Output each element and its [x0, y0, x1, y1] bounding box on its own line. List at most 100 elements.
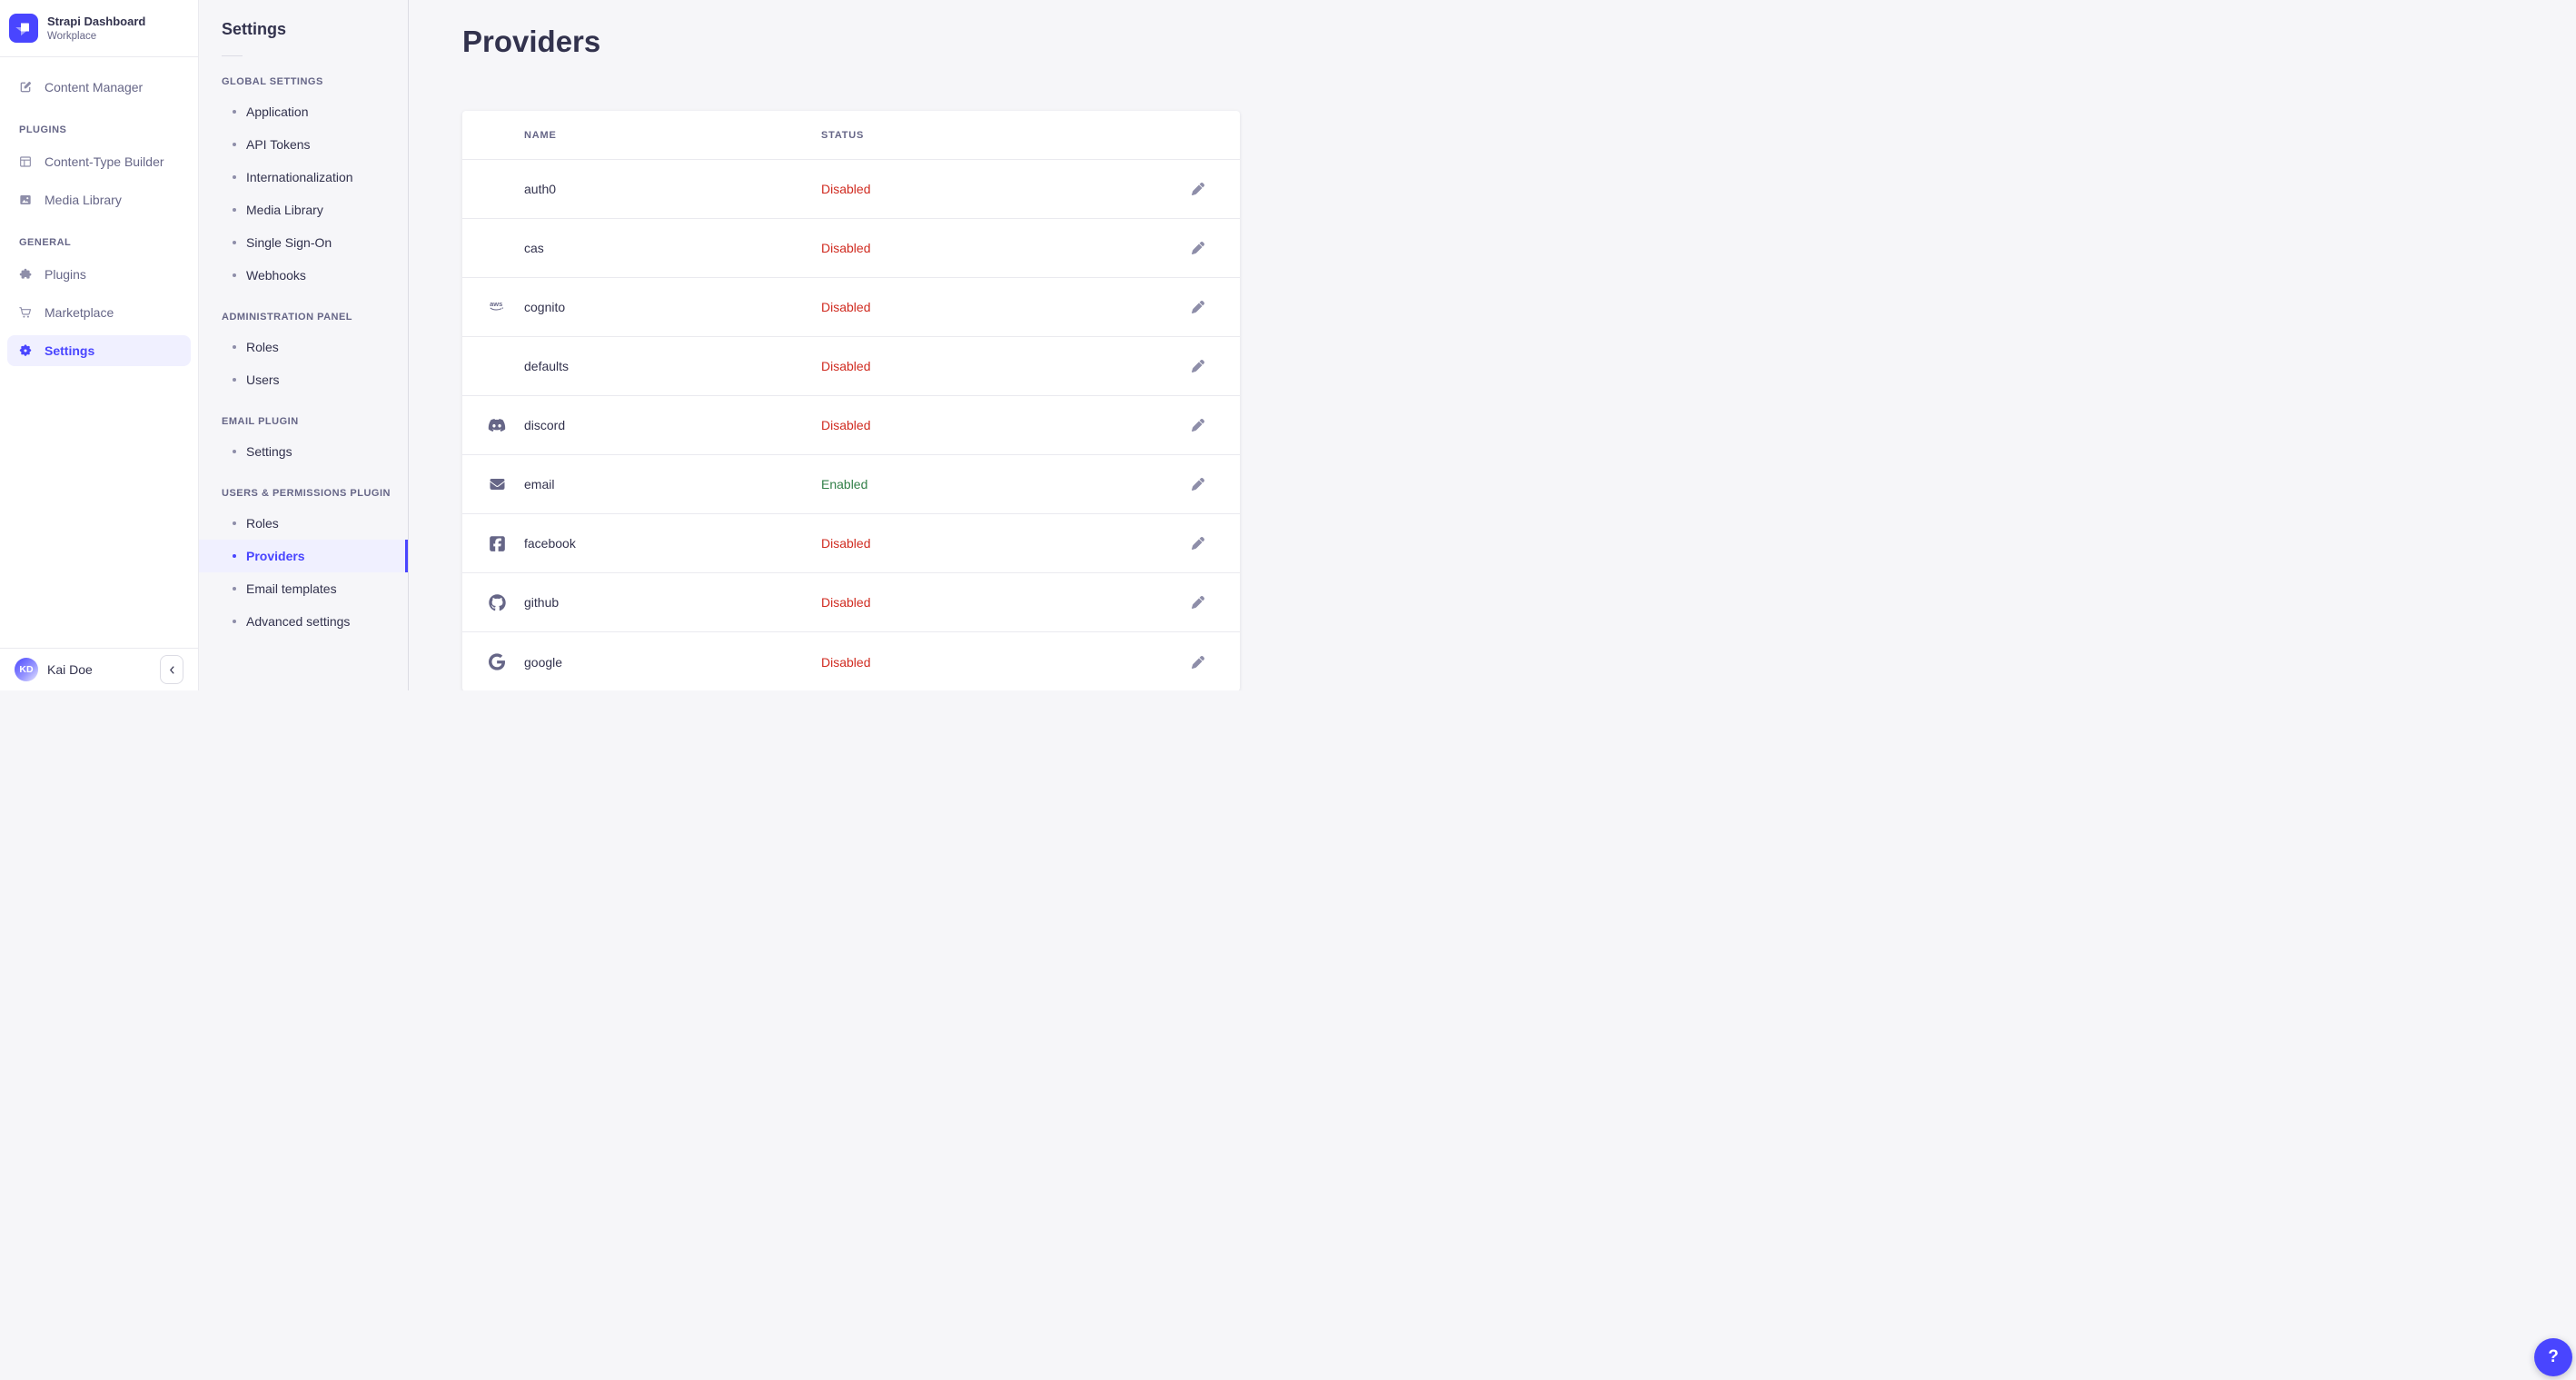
subnav-item-api-tokens[interactable]: API Tokens	[199, 128, 408, 161]
content-manager-icon	[18, 80, 33, 94]
bullet-icon	[233, 110, 236, 114]
provider-name: discord	[524, 418, 566, 432]
status-badge: Disabled	[821, 654, 871, 670]
subnav-item-email-templates[interactable]: Email templates	[199, 572, 408, 605]
status-badge: Disabled	[821, 182, 871, 196]
github-icon	[488, 593, 506, 611]
sidebar-item-media-library[interactable]: Media Library	[7, 184, 191, 215]
content-type-builder-icon	[18, 154, 33, 169]
subnav-item-label: Internationalization	[246, 170, 353, 184]
sidebar-item-label: Content-Type Builder	[45, 154, 164, 169]
sidebar-item-label: Marketplace	[45, 305, 114, 320]
bullet-icon	[233, 587, 236, 591]
edit-provider-button[interactable]	[1185, 353, 1211, 379]
table-row: facebook Disabled	[462, 514, 1240, 573]
subnav-item-label: API Tokens	[246, 137, 311, 152]
settings-subnav: Settings GLOBAL SETTINGS Application API…	[199, 0, 409, 690]
bullet-icon	[233, 450, 236, 453]
subnav-item-internationalization[interactable]: Internationalization	[199, 161, 408, 194]
subnav-item-label: Media Library	[246, 203, 323, 217]
pencil-icon	[1192, 242, 1204, 254]
subnav-item-providers[interactable]: Providers	[199, 540, 408, 572]
pencil-icon	[1192, 596, 1204, 609]
aws-icon: aws	[488, 298, 506, 316]
subnav-item-label: Application	[246, 104, 309, 119]
provider-name: defaults	[524, 359, 570, 373]
table-row: cas Disabled	[462, 219, 1240, 278]
provider-name-cell: email	[488, 475, 821, 493]
avatar[interactable]: KD	[15, 658, 38, 681]
table-header: NAME STATUS	[462, 111, 1240, 160]
provider-name: email	[524, 477, 555, 491]
main-sidebar: Strapi Dashboard Workplace Content Manag…	[0, 0, 199, 690]
subnav-item-admin-users[interactable]: Users	[199, 363, 408, 396]
provider-name-cell: cas	[488, 239, 821, 257]
subnav-item-label: Users	[246, 372, 280, 387]
sidebar-item-plugins[interactable]: Plugins	[7, 259, 191, 290]
provider-name-cell: defaults	[488, 357, 821, 375]
subnav-item-media-library[interactable]: Media Library	[199, 194, 408, 226]
page-title: Providers	[462, 25, 601, 58]
subnav-item-webhooks[interactable]: Webhooks	[199, 259, 408, 292]
bullet-icon	[233, 143, 236, 146]
subnav-item-email-settings[interactable]: Settings	[199, 435, 408, 468]
sidebar-item-label: Plugins	[45, 267, 86, 282]
help-button[interactable]: ?	[2534, 1338, 2572, 1376]
provider-name: github	[524, 595, 560, 610]
no-icon	[488, 180, 506, 198]
subnav-item-label: Roles	[246, 516, 279, 531]
sidebar-nav: Content Manager PLUGINS Content-Type Bui…	[0, 57, 198, 648]
sidebar-section-general: GENERAL	[19, 237, 72, 248]
bullet-icon	[233, 554, 236, 558]
subnav-item-single-sign-on[interactable]: Single Sign-On	[199, 226, 408, 259]
sidebar-item-marketplace[interactable]: Marketplace	[7, 297, 191, 328]
edit-provider-button[interactable]	[1185, 235, 1211, 261]
collapse-sidebar-button[interactable]	[160, 655, 183, 684]
pencil-icon	[1192, 478, 1204, 491]
subnav-item-label: Webhooks	[246, 268, 306, 283]
subnav-title: Settings	[222, 20, 287, 38]
sidebar-item-settings[interactable]: Settings	[7, 335, 191, 366]
media-library-icon	[18, 193, 33, 207]
subnav-item-application[interactable]: Application	[199, 95, 408, 128]
pencil-icon	[1192, 655, 1204, 669]
subnav-item-label: Single Sign-On	[246, 235, 332, 250]
subnav-item-label: Roles	[246, 340, 279, 354]
subnav-item-up-roles[interactable]: Roles	[199, 507, 408, 540]
edit-provider-button[interactable]	[1185, 650, 1211, 675]
subnav-item-advanced-settings[interactable]: Advanced settings	[199, 605, 408, 638]
provider-name-cell: auth0	[488, 180, 821, 198]
provider-name: facebook	[524, 536, 576, 551]
edit-provider-button[interactable]	[1185, 531, 1211, 556]
bullet-icon	[233, 241, 236, 244]
status-badge: Enabled	[821, 477, 868, 491]
puzzle-icon	[18, 267, 33, 282]
subnav-section-users-permissions-plugin: USERS & PERMISSIONS PLUGIN Roles Provide…	[199, 488, 408, 638]
table-row: google Disabled	[462, 632, 1240, 690]
workspace-brand[interactable]: Strapi Dashboard Workplace	[0, 0, 198, 57]
subnav-item-label: Providers	[246, 549, 305, 563]
subnav-item-label: Email templates	[246, 581, 337, 596]
pencil-icon	[1192, 183, 1204, 195]
edit-provider-button[interactable]	[1185, 472, 1211, 497]
edit-provider-button[interactable]	[1185, 590, 1211, 615]
edit-provider-button[interactable]	[1185, 412, 1211, 438]
subnav-item-label: Advanced settings	[246, 614, 351, 629]
sidebar-item-content-manager[interactable]: Content Manager	[7, 72, 191, 103]
no-icon	[488, 357, 506, 375]
edit-provider-button[interactable]	[1185, 294, 1211, 320]
cart-icon	[18, 305, 33, 320]
provider-name: auth0	[524, 182, 557, 196]
subnav-section-label: GLOBAL SETTINGS	[222, 76, 323, 87]
status-badge: Disabled	[821, 536, 871, 551]
pencil-icon	[1192, 537, 1204, 550]
sidebar-item-content-type-builder[interactable]: Content-Type Builder	[7, 146, 191, 177]
subnav-section-label: USERS & PERMISSIONS PLUGIN	[222, 488, 391, 499]
user-name[interactable]: Kai Doe	[47, 662, 93, 677]
subnav-item-admin-roles[interactable]: Roles	[199, 331, 408, 363]
sidebar-section-plugins: PLUGINS	[19, 124, 67, 135]
column-header-status: STATUS	[821, 129, 865, 141]
subnav-section-administration-panel: ADMINISTRATION PANEL Roles Users	[199, 312, 408, 396]
edit-provider-button[interactable]	[1185, 176, 1211, 202]
